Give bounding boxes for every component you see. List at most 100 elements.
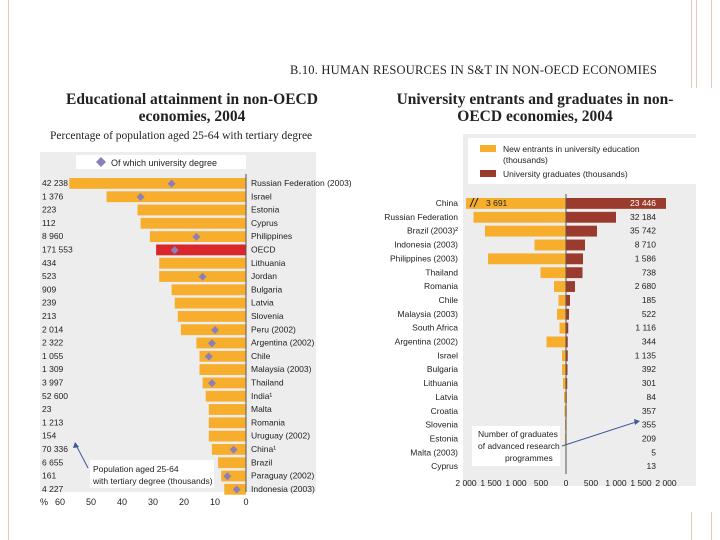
right-category-label: Latvia bbox=[435, 392, 458, 402]
left-legend-label: Of which university degree bbox=[111, 158, 217, 168]
right-graduates-bar bbox=[566, 225, 597, 237]
left-population-label: 171 553 bbox=[42, 245, 73, 255]
right-graduates-bar bbox=[566, 336, 568, 348]
left-tick-label: 60 bbox=[55, 497, 65, 507]
left-tick-label: 50 bbox=[86, 497, 96, 507]
left-bar bbox=[196, 337, 246, 349]
left-annotation-box bbox=[90, 460, 214, 488]
left-bar bbox=[208, 417, 246, 429]
left-university-marker bbox=[204, 352, 213, 361]
right-tick-label-right: 1 500 bbox=[630, 478, 652, 488]
left-university-marker bbox=[198, 272, 207, 281]
right-category-label: Malaysia (2003) bbox=[398, 309, 459, 319]
left-bar bbox=[199, 350, 246, 362]
right-entrants-bar bbox=[562, 364, 566, 376]
right-entrants-bar bbox=[554, 281, 566, 292]
left-population-label: 23 bbox=[42, 404, 52, 414]
left-university-marker bbox=[229, 445, 238, 454]
left-annotation-arrow bbox=[75, 444, 89, 469]
right-annotation-line3: programmes bbox=[505, 453, 553, 463]
left-bar bbox=[199, 364, 246, 375]
right-advanced-value: 522 bbox=[642, 309, 656, 319]
right-entrants-bar bbox=[558, 294, 566, 306]
right-graduates-bar bbox=[566, 211, 616, 223]
right-entrants-bar bbox=[564, 405, 566, 417]
right-category-label: Brazil (2003)² bbox=[407, 226, 458, 236]
left-population-label: 52 600 bbox=[42, 391, 68, 401]
right-advanced-value: 1 116 bbox=[635, 323, 656, 333]
left-category-label: Bulgaria bbox=[251, 284, 282, 294]
left-population-label: 223 bbox=[42, 205, 56, 215]
right-category-label: China bbox=[436, 198, 458, 208]
right-advanced-value: 35 742 bbox=[630, 226, 656, 236]
right-advanced-value: 209 bbox=[642, 433, 656, 443]
right-category-label: South Africa bbox=[412, 323, 458, 333]
left-category-label: Jordan bbox=[251, 271, 277, 281]
left-population-label: 42 238 bbox=[42, 178, 68, 188]
right-legend-swatch-entrants bbox=[480, 145, 496, 152]
right-entrants-bar bbox=[563, 378, 566, 389]
right-legend-box bbox=[468, 138, 696, 184]
left-bar bbox=[221, 470, 246, 482]
frame-line-left bbox=[8, 0, 9, 540]
left-category-label: Philippines bbox=[251, 231, 292, 241]
right-annotation-arrow bbox=[561, 421, 637, 447]
frame-line-right-2 bbox=[696, 0, 697, 88]
right-tick-label-right: 1 000 bbox=[605, 478, 627, 488]
left-category-label: Cyprus bbox=[251, 218, 278, 228]
left-population-label: 2 322 bbox=[42, 338, 64, 348]
left-tick-label: 20 bbox=[179, 497, 189, 507]
left-category-label: China¹ bbox=[251, 444, 276, 454]
right-category-label: Croatia bbox=[431, 406, 459, 416]
left-university-marker bbox=[207, 379, 216, 388]
right-graduates-bar bbox=[566, 364, 568, 376]
right-entrants-bar bbox=[485, 225, 566, 237]
left-category-label: Uruguay (2002) bbox=[251, 431, 310, 441]
left-population-label: 3 997 bbox=[42, 378, 64, 388]
left-category-label: Latvia bbox=[251, 298, 274, 308]
left-university-marker bbox=[170, 246, 179, 255]
frame-line-right-5 bbox=[711, 512, 712, 540]
left-bar bbox=[171, 284, 246, 296]
left-population-label: 213 bbox=[42, 311, 56, 321]
left-population-label: 112 bbox=[42, 218, 56, 228]
left-category-label: Estonia bbox=[251, 205, 280, 215]
right-advanced-value: 5 bbox=[651, 447, 656, 457]
left-bar bbox=[218, 457, 246, 469]
left-university-marker bbox=[136, 192, 145, 201]
left-population-label: 4 227 bbox=[42, 484, 64, 494]
right-category-label: Cyprus bbox=[431, 461, 458, 471]
right-category-label: Estonia bbox=[430, 433, 459, 443]
left-category-label: Argentina (2002) bbox=[251, 338, 314, 348]
right-advanced-value: 23 446 bbox=[630, 198, 656, 208]
left-population-label: 2 014 bbox=[42, 324, 64, 334]
frame-line-right-4 bbox=[691, 512, 692, 540]
left-population-label: 239 bbox=[42, 298, 56, 308]
left-population-label: 909 bbox=[42, 284, 56, 294]
right-category-label: Argentina (2002) bbox=[395, 337, 458, 347]
left-tick-label: 30 bbox=[148, 497, 158, 507]
right-annotation-line2: of advanced research bbox=[478, 441, 560, 451]
left-tick-label: 40 bbox=[117, 497, 127, 507]
right-entrants-bar bbox=[534, 239, 566, 251]
left-population-label: 161 bbox=[42, 471, 56, 481]
right-china-entrants-label: 3 691 bbox=[486, 198, 508, 208]
right-graduates-bar bbox=[566, 308, 569, 320]
left-category-label: Malaysia (2003) bbox=[251, 364, 312, 374]
right-entrants-bar bbox=[564, 391, 566, 403]
right-entrants-bar bbox=[562, 350, 566, 362]
left-bar bbox=[137, 204, 246, 216]
right-entrants-bar bbox=[559, 322, 566, 334]
left-bar bbox=[208, 430, 246, 442]
right-advanced-value: 1 135 bbox=[635, 350, 657, 360]
left-bar bbox=[159, 257, 246, 269]
right-entrants-bar bbox=[540, 267, 566, 279]
frame-line-right-3 bbox=[711, 0, 712, 88]
left-annotation-arrowhead bbox=[73, 442, 79, 448]
left-population-label: 8 960 bbox=[42, 231, 64, 241]
right-tick-label-right: 2 000 bbox=[655, 478, 677, 488]
right-annotation-line1: Number of graduates bbox=[478, 429, 558, 439]
right-entrants-bar bbox=[488, 253, 566, 265]
